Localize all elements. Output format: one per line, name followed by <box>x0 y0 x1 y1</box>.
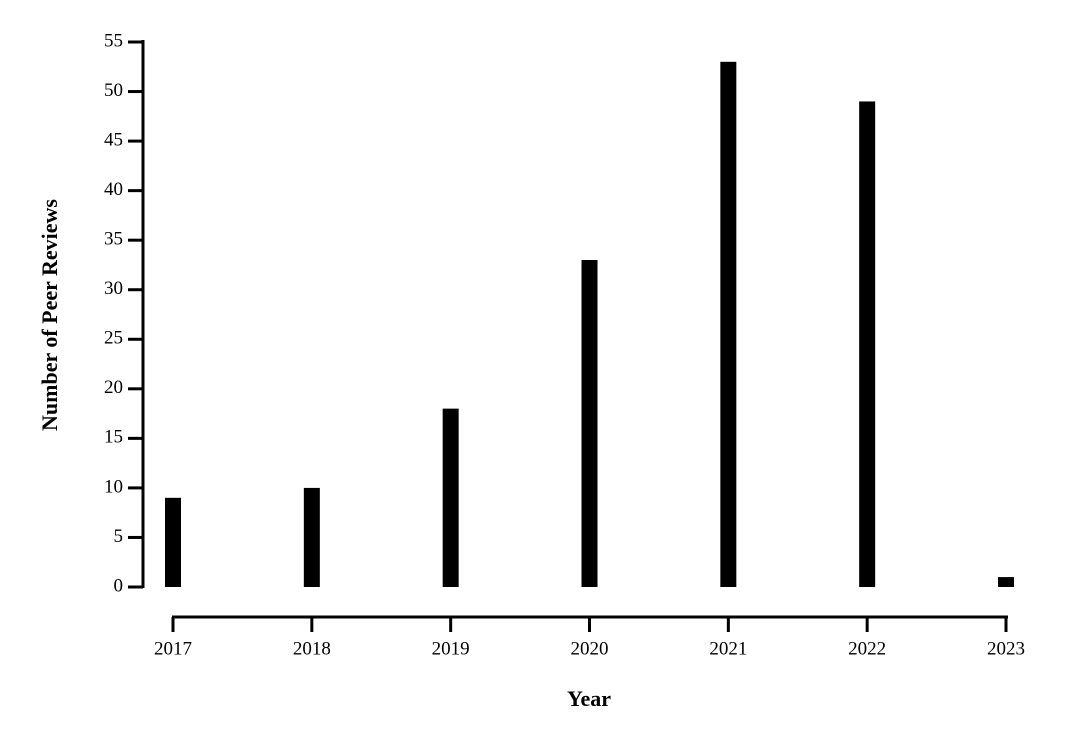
bar <box>165 497 181 587</box>
x-tick-label: 2020 <box>571 638 609 659</box>
bar <box>442 408 459 587</box>
y-tick-label: 10 <box>104 476 123 497</box>
y-tick-label: 20 <box>104 377 123 398</box>
y-tick-label: 5 <box>114 526 124 547</box>
y-tick-label: 0 <box>114 575 124 596</box>
x-tick-label: 2018 <box>293 638 331 659</box>
y-tick-label: 45 <box>104 129 123 150</box>
x-tick-label: 2022 <box>848 638 886 659</box>
y-tick-label: 40 <box>104 179 123 200</box>
x-tick-label: 2023 <box>987 638 1025 659</box>
x-axis-title: Year <box>567 686 611 711</box>
x-tick-label: 2017 <box>154 638 192 659</box>
x-tick-label: 2019 <box>432 638 470 659</box>
y-tick-label: 55 <box>104 30 123 51</box>
bar <box>303 487 320 587</box>
y-tick-label: 30 <box>104 278 123 299</box>
x-tick-label: 2021 <box>709 638 747 659</box>
bar <box>581 260 598 587</box>
y-tick-label: 15 <box>104 427 123 448</box>
y-tick-label: 25 <box>104 328 123 349</box>
bar <box>998 577 1014 587</box>
y-tick-label: 35 <box>104 229 123 250</box>
bar <box>720 61 737 588</box>
y-tick-label: 50 <box>104 80 123 101</box>
bar <box>859 101 876 588</box>
y-axis-title: Number of Peer Reviews <box>37 199 62 431</box>
